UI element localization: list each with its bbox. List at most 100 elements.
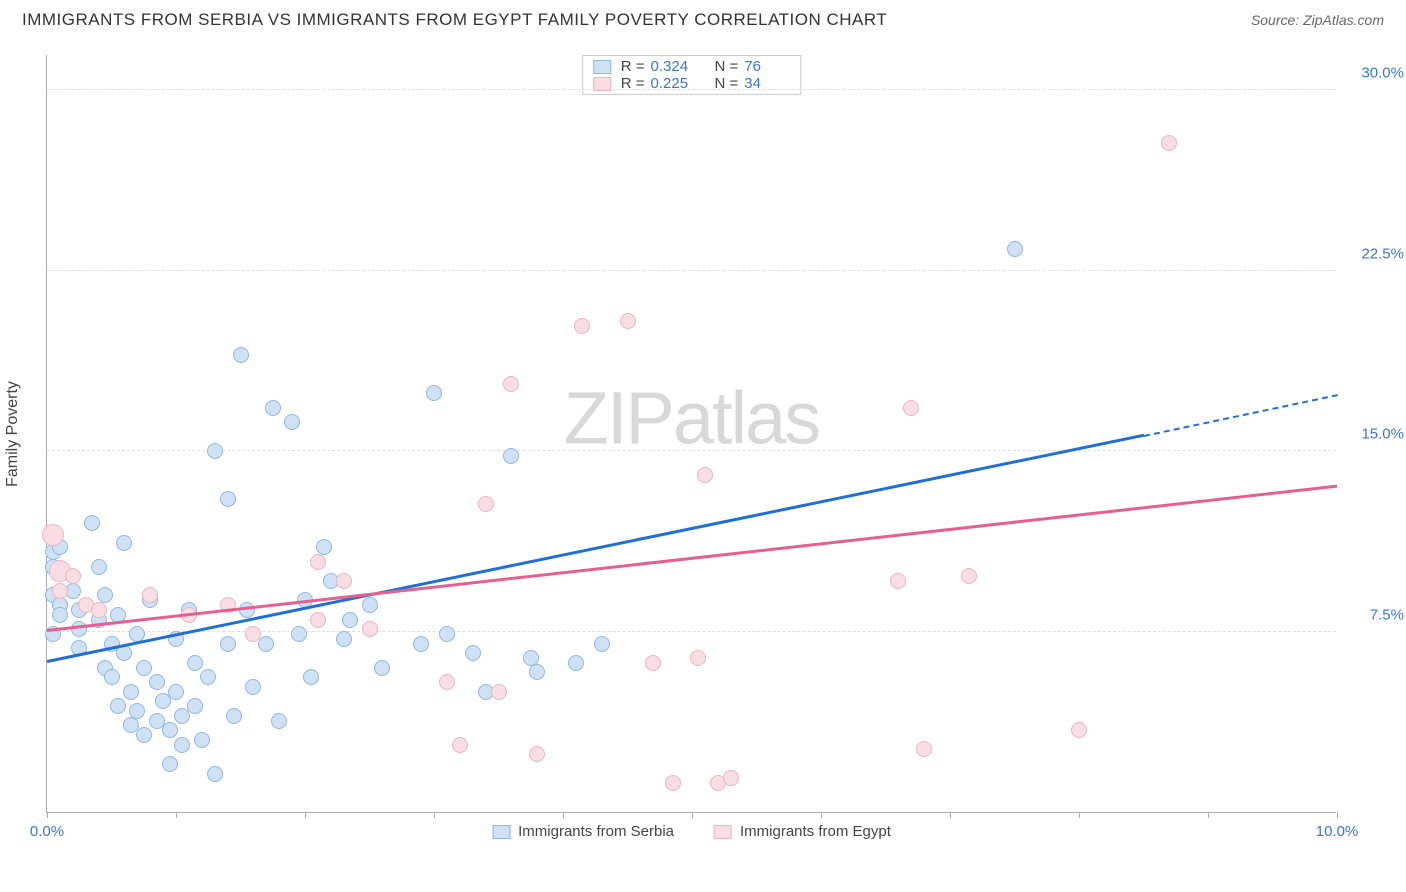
- page-title: IMMIGRANTS FROM SERBIA VS IMMIGRANTS FRO…: [22, 10, 887, 30]
- x-tick: [434, 812, 435, 818]
- x-tick: [47, 812, 48, 818]
- data-point: [594, 636, 610, 652]
- data-point: [84, 515, 100, 531]
- data-point: [336, 631, 352, 647]
- data-point: [645, 655, 661, 671]
- data-point: [220, 636, 236, 652]
- y-tick-label: 22.5%: [1344, 245, 1404, 262]
- data-point: [890, 573, 906, 589]
- data-point: [374, 660, 390, 676]
- data-point: [220, 491, 236, 507]
- x-tick: [1208, 812, 1209, 818]
- data-point: [690, 650, 706, 666]
- x-tick-label: 0.0%: [30, 823, 64, 840]
- data-point: [303, 669, 319, 685]
- legend-label: Immigrants from Serbia: [518, 823, 674, 840]
- data-point: [265, 400, 281, 416]
- data-point: [168, 684, 184, 700]
- data-point: [136, 660, 152, 676]
- data-point: [65, 568, 81, 584]
- data-point: [1007, 241, 1023, 257]
- data-point: [1161, 135, 1177, 151]
- data-point: [1071, 722, 1087, 738]
- data-point: [123, 684, 139, 700]
- legend-swatch: [593, 60, 611, 74]
- data-point: [426, 385, 442, 401]
- x-tick: [563, 812, 564, 818]
- y-tick-label: 7.5%: [1344, 606, 1404, 623]
- series-legend: Immigrants from Serbia Immigrants from Eg…: [492, 823, 891, 840]
- data-point: [413, 636, 429, 652]
- data-point: [116, 535, 132, 551]
- data-point: [665, 775, 681, 791]
- data-point: [452, 737, 468, 753]
- data-point: [291, 626, 307, 642]
- data-point: [529, 746, 545, 762]
- source-link[interactable]: ZipAtlas.com: [1303, 12, 1384, 28]
- gridline: [47, 450, 1336, 451]
- trend-line: [47, 434, 1144, 663]
- data-point: [491, 684, 507, 700]
- legend-item: Immigrants from Egypt: [714, 823, 891, 840]
- data-point: [142, 587, 158, 603]
- stats-row: R =0.324N =76: [587, 58, 797, 75]
- data-point: [697, 467, 713, 483]
- data-point: [310, 612, 326, 628]
- data-point: [503, 448, 519, 464]
- data-point: [194, 732, 210, 748]
- y-tick-label: 15.0%: [1344, 426, 1404, 443]
- data-point: [503, 376, 519, 392]
- data-point: [271, 713, 287, 729]
- legend-label: Immigrants from Egypt: [740, 823, 891, 840]
- data-point: [574, 318, 590, 334]
- x-tick: [692, 812, 693, 818]
- data-point: [245, 679, 261, 695]
- data-point: [620, 313, 636, 329]
- data-point: [110, 698, 126, 714]
- data-point: [336, 573, 352, 589]
- data-point: [52, 607, 68, 623]
- data-point: [245, 626, 261, 642]
- data-point: [91, 559, 107, 575]
- legend-swatch: [714, 825, 732, 839]
- data-point: [362, 597, 378, 613]
- data-point: [200, 669, 216, 685]
- data-point: [162, 722, 178, 738]
- data-point: [187, 698, 203, 714]
- data-point: [136, 727, 152, 743]
- y-axis-label: Family Poverty: [4, 381, 22, 487]
- legend-item: Immigrants from Serbia: [492, 823, 674, 840]
- legend-swatch: [492, 825, 510, 839]
- data-point: [310, 554, 326, 570]
- gridline: [47, 631, 1336, 632]
- data-point: [91, 602, 107, 618]
- data-point: [162, 756, 178, 772]
- x-tick-label: 10.0%: [1316, 823, 1359, 840]
- data-point: [478, 496, 494, 512]
- data-point: [723, 770, 739, 786]
- data-point: [233, 347, 249, 363]
- data-point: [129, 703, 145, 719]
- y-tick-label: 30.0%: [1344, 65, 1404, 82]
- data-point: [258, 636, 274, 652]
- data-point: [439, 626, 455, 642]
- data-point: [207, 443, 223, 459]
- data-point: [42, 524, 64, 546]
- data-point: [149, 674, 165, 690]
- data-point: [104, 669, 120, 685]
- correlation-chart: Family Poverty ZIPatlas R =0.324N =76R =…: [46, 55, 1336, 813]
- data-point: [439, 674, 455, 690]
- data-point: [239, 602, 255, 618]
- data-point: [342, 612, 358, 628]
- data-point: [207, 766, 223, 782]
- x-tick: [950, 812, 951, 818]
- watermark: ZIPatlas: [564, 376, 819, 461]
- data-point: [187, 655, 203, 671]
- x-tick: [821, 812, 822, 818]
- data-point: [903, 400, 919, 416]
- data-point: [529, 664, 545, 680]
- data-point: [362, 621, 378, 637]
- data-point: [174, 737, 190, 753]
- gridline: [47, 89, 1336, 90]
- data-point: [916, 741, 932, 757]
